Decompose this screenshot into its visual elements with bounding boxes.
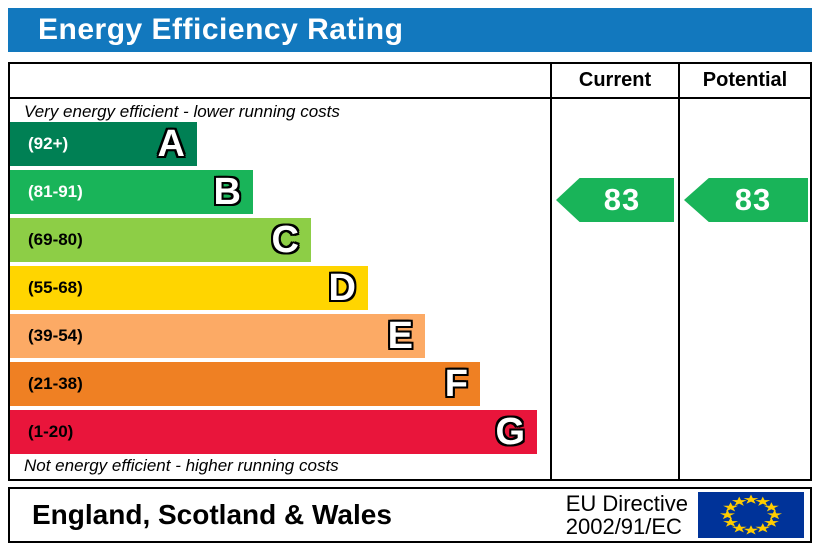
potential-rating-arrow: 83 — [684, 178, 808, 222]
region-label: England, Scotland & Wales — [32, 499, 392, 530]
band-a-letter: A — [157, 123, 185, 165]
potential-column-header: Potential — [702, 69, 788, 91]
band-b-range: (81-91) — [28, 182, 83, 201]
rating-table: Current Potential Very energy efficient … — [8, 62, 812, 481]
band-f: (21-38) F — [10, 362, 480, 406]
page-title: Energy Efficiency Rating — [38, 13, 404, 46]
column-divider-current — [550, 64, 552, 479]
band-d: (55-68) D — [10, 266, 368, 310]
eu-directive-line1: EU Directive — [565, 490, 688, 516]
band-f-range: (21-38) — [28, 374, 83, 393]
band-e-range: (39-54) — [28, 326, 83, 345]
eu-flag-icon — [698, 492, 804, 538]
eu-directive-line2: 2002/91/EC — [565, 514, 682, 539]
band-g: (1-20) G — [10, 410, 537, 454]
band-b-letter: B — [213, 171, 241, 213]
band-a: (92+) A — [10, 122, 197, 166]
top-note: Very energy efficient - lower running co… — [24, 102, 340, 121]
band-d-letter: D — [328, 267, 356, 309]
band-c-letter: C — [271, 219, 299, 261]
band-c: (69-80) C — [10, 218, 311, 262]
band-g-letter: G — [495, 411, 525, 453]
band-g-range: (1-20) — [28, 422, 74, 441]
current-rating-value: 83 — [603, 182, 641, 217]
eu-directive-label: EU Directive 2002/91/EC — [566, 492, 688, 538]
band-f-letter: F — [444, 363, 468, 405]
table-header-row: Current Potential — [10, 64, 810, 99]
potential-rating-value: 83 — [734, 182, 772, 217]
footer: England, Scotland & Wales EU Directive 2… — [8, 487, 812, 543]
current-column-header: Current — [578, 69, 652, 91]
band-c-range: (69-80) — [28, 230, 83, 249]
band-e: (39-54) E — [10, 314, 425, 358]
title-bar: Energy Efficiency Rating — [8, 8, 812, 52]
band-a-range: (92+) — [28, 134, 69, 153]
band-e-letter: E — [387, 315, 413, 357]
current-rating-arrow: 83 — [556, 178, 674, 222]
band-d-range: (55-68) — [28, 278, 83, 297]
bottom-note: Not energy efficient - higher running co… — [24, 456, 339, 475]
band-b: (81-91) B — [10, 170, 253, 214]
column-divider-potential — [678, 64, 680, 479]
